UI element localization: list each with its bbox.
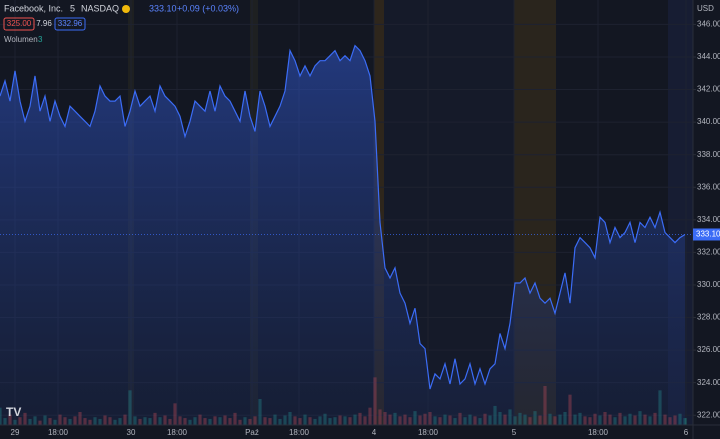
x-tick-label: 4 bbox=[372, 428, 377, 437]
x-tick-label: 30 bbox=[127, 428, 136, 437]
y-tick-label: 324.00 bbox=[697, 378, 720, 387]
y-tick-label: 346.00 bbox=[697, 20, 720, 29]
price-line bbox=[0, 44, 686, 390]
change: +0.09 (+0.03%) bbox=[177, 3, 239, 13]
interval: 5 bbox=[70, 3, 75, 13]
exchange: NASDAQ bbox=[81, 3, 119, 13]
x-tick-label: 18:00 bbox=[167, 428, 188, 437]
x-tick-label: 5 bbox=[512, 428, 517, 437]
y-tick-label: 332.00 bbox=[697, 248, 720, 257]
volume-label: Wolumen bbox=[4, 35, 38, 44]
x-tick-label: 18:00 bbox=[289, 428, 310, 437]
ask-box[interactable] bbox=[54, 17, 86, 31]
y-tick-label: 322.00 bbox=[697, 410, 720, 419]
volume-value: 3 bbox=[38, 35, 43, 44]
symbol: Facebook, Inc. bbox=[4, 3, 63, 13]
y-tick-label: 330.00 bbox=[697, 280, 720, 289]
logo: TV bbox=[6, 405, 21, 419]
x-tick-label: Paź bbox=[245, 428, 259, 437]
y-tick-label: 328.00 bbox=[697, 313, 720, 322]
bid-box[interactable] bbox=[3, 17, 35, 31]
bid[interactable]: 325.00 bbox=[7, 19, 32, 28]
currency[interactable]: USD bbox=[697, 4, 714, 13]
last-price-badge bbox=[693, 228, 720, 241]
y-tick-label: 338.00 bbox=[697, 150, 720, 159]
session-bands bbox=[128, 0, 693, 425]
status-icon bbox=[122, 5, 130, 13]
y-tick-label: 344.00 bbox=[697, 52, 720, 61]
last-price-label: 333.10 bbox=[696, 230, 720, 239]
y-tick-label: 326.00 bbox=[697, 345, 720, 354]
x-tick-label: 18:00 bbox=[588, 428, 609, 437]
y-tick-label: 336.00 bbox=[697, 182, 720, 191]
y-tick-label: 334.00 bbox=[697, 215, 720, 224]
last-price: 333.10 bbox=[149, 3, 177, 13]
price-area bbox=[0, 45, 685, 425]
x-tick-label: 6 bbox=[684, 428, 689, 437]
x-tick-label: 18:00 bbox=[418, 428, 439, 437]
x-tick-label: 29 bbox=[11, 428, 20, 437]
x-tick-label: 18:00 bbox=[48, 428, 69, 437]
ask[interactable]: 332.96 bbox=[58, 19, 83, 28]
y-tick-label: 342.00 bbox=[697, 85, 720, 94]
y-tick-label: 340.00 bbox=[697, 117, 720, 126]
spread: 7.96 bbox=[36, 19, 52, 28]
